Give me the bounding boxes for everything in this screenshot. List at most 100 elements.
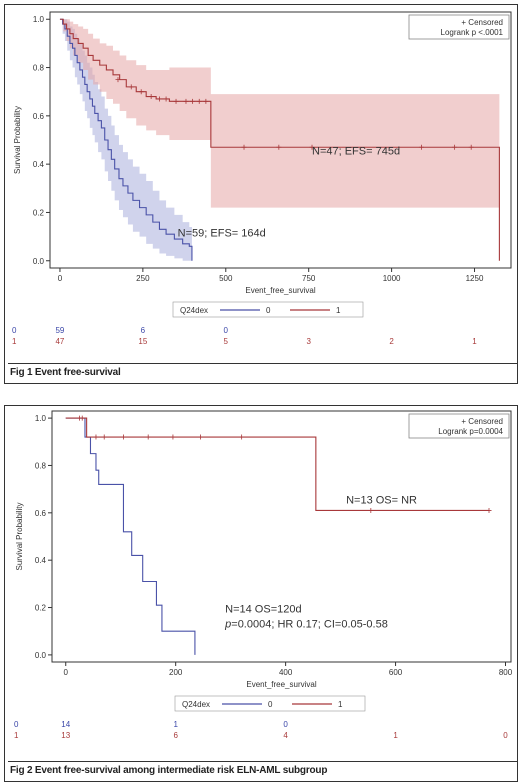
survival-line-group-1 — [59, 18, 500, 261]
ci-band-group-1 — [59, 19, 500, 208]
logrank-text: Logrank p=0.0004 — [438, 427, 503, 436]
at-risk-count: 6 — [173, 731, 178, 740]
at-risk-count: 1 — [173, 720, 178, 729]
censor-mark-group-1 — [101, 434, 107, 440]
censor-mark-group-1 — [203, 98, 209, 104]
censor-mark-group-1 — [115, 77, 121, 83]
legend-entry-1: 1 — [338, 700, 343, 709]
plot-frame — [51, 410, 512, 663]
at-risk-count: 6 — [141, 326, 146, 335]
censor-mark-group-1 — [79, 415, 85, 421]
x-tick-label: 0 — [58, 274, 63, 283]
censor-mark-group-1 — [183, 98, 189, 104]
censor-mark-group-1 — [309, 144, 315, 150]
y-tick-label: 0.4 — [35, 556, 47, 565]
y-tick-label: 1.0 — [35, 414, 47, 423]
strata-legend-label: Q24dex — [180, 306, 208, 315]
y-tick-label: 0.2 — [35, 604, 47, 613]
x-tick-label: 1000 — [383, 274, 401, 283]
censor-legend-box — [408, 413, 510, 439]
y-tick-label: 0.2 — [33, 208, 45, 217]
y-tick-label: 0.4 — [33, 160, 45, 169]
censor-mark-group-1 — [197, 434, 203, 440]
y-tick-label: 0.0 — [35, 651, 47, 660]
legend-entry-0: 0 — [268, 700, 273, 709]
censored-legend-text: + Censored — [461, 18, 503, 27]
strata-legend-box — [172, 301, 364, 318]
y-axis-label: Survival Probability — [13, 106, 22, 174]
strata-legend-box — [174, 695, 366, 712]
censor-mark-group-1 — [120, 434, 126, 440]
legend-entry-0: 0 — [266, 306, 271, 315]
at-risk-count: 59 — [55, 326, 64, 335]
censor-mark-group-1 — [148, 94, 154, 100]
logrank-text: Logrank p <.0001 — [441, 28, 504, 37]
x-tick-label: 200 — [169, 668, 183, 677]
censor-mark-group-1 — [486, 507, 492, 513]
at-risk-count: 0 — [224, 326, 229, 335]
at-risk-count: 15 — [138, 337, 147, 346]
x-tick-label: 400 — [279, 668, 293, 677]
at-risk-group-label: 1 — [14, 731, 19, 740]
x-tick-label: 750 — [302, 274, 316, 283]
median-annotation: N=59; EFS= 164d — [178, 228, 266, 240]
censor-mark-group-1 — [173, 98, 179, 104]
figure-2-panel: 0.0 0.2 0.4 0.6 0.8 1.0 0 200 400 600 800 Survival … — [4, 405, 518, 782]
y-tick-label: 0.8 — [33, 64, 45, 73]
x-tick-label: 600 — [389, 668, 403, 677]
x-tick-label: 0 — [64, 668, 69, 677]
km-chart-eln-subgroup: 0.00.20.40.60.81.00 200 400 600 800Survival … — [14, 410, 513, 740]
figure-2-caption: Fig 2 Event free-survival among intermed… — [8, 761, 517, 781]
at-risk-count: 13 — [61, 731, 70, 740]
censor-mark-group-1 — [93, 434, 99, 440]
y-tick-label: 0.0 — [33, 257, 45, 266]
survival-line-group-0 — [59, 18, 193, 261]
censor-mark-group-1 — [452, 144, 458, 150]
censor-legend-box — [408, 14, 510, 40]
censor-mark-group-1 — [468, 144, 474, 150]
censor-mark-group-1 — [241, 144, 247, 150]
x-tick-label: 1250 — [466, 274, 484, 283]
y-tick-label: 0.6 — [35, 509, 47, 518]
at-risk-count: 3 — [306, 337, 311, 346]
censor-mark-group-1 — [138, 89, 144, 95]
at-risk-count: 0 — [283, 720, 288, 729]
censor-mark-group-1 — [239, 434, 245, 440]
figure-1-caption: Fig 1 Event free-survival — [8, 363, 517, 383]
y-tick-label: 0.6 — [33, 112, 45, 121]
median-annotation: N=14 OS=120d — [225, 603, 301, 615]
x-tick-label: 800 — [499, 668, 513, 677]
censor-mark-group-1 — [190, 98, 196, 104]
censor-mark-group-1 — [276, 144, 282, 150]
x-tick-label: 500 — [219, 274, 233, 283]
median-annotation: N=47; EFS= 745d — [312, 145, 400, 157]
at-risk-group-label: 1 — [12, 337, 17, 346]
plot-frame — [49, 11, 512, 269]
x-tick-label: 250 — [136, 274, 150, 283]
at-risk-count: 14 — [61, 720, 70, 729]
y-axis-label: Survival Probability — [15, 502, 24, 570]
censored-legend-text: + Censored — [461, 417, 503, 426]
strata-legend-label: Q24dex — [182, 700, 210, 709]
censor-mark-group-1 — [196, 98, 202, 104]
censor-mark-group-1 — [418, 144, 424, 150]
y-tick-label: 0.8 — [35, 461, 47, 470]
survival-line-group-0 — [65, 417, 196, 655]
figure-1-panel: 0.0 0.2 0.4 0.6 0.8 1.0 0 250 500 750 1000 1250 Surv… — [4, 4, 518, 384]
at-risk-count: 5 — [224, 337, 229, 346]
median-annotation: p=0.0004; HR 0.17; CI=0.05-0.58 — [224, 618, 388, 630]
x-axis-label: Event_free_survival — [245, 286, 315, 295]
censor-mark-group-1 — [170, 434, 176, 440]
at-risk-count: 0 — [503, 731, 508, 740]
at-risk-count: 47 — [55, 337, 64, 346]
censor-mark-group-1 — [163, 96, 169, 102]
censor-mark-group-1 — [128, 84, 134, 90]
x-axis-label: Event_free_survival — [246, 680, 316, 689]
legend-entry-1: 1 — [336, 306, 341, 315]
censor-mark-group-1 — [368, 507, 374, 513]
censor-mark-group-1 — [156, 96, 162, 102]
km-chart-efs: 0.00.20.40.60.81.00 250 500 750 1000 1250Surv… — [12, 11, 512, 346]
at-risk-count: 1 — [393, 731, 398, 740]
at-risk-count: 1 — [472, 337, 477, 346]
y-tick-label: 1.0 — [33, 15, 45, 24]
